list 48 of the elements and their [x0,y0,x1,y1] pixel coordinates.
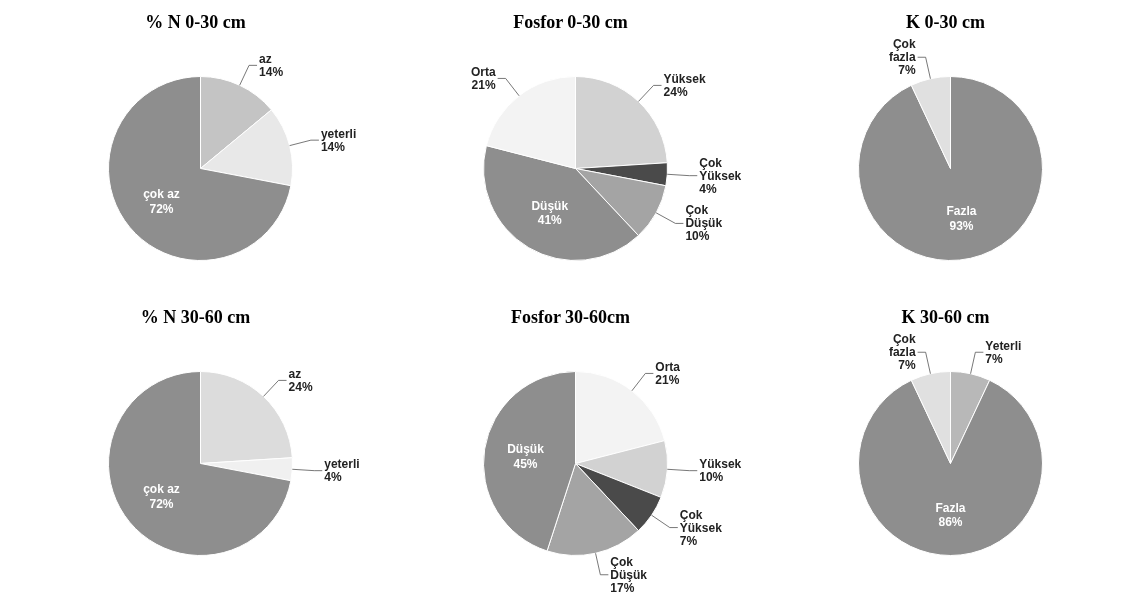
slice-label: Çok Yüksek [699,155,742,183]
chart-title: % N 0-30 cm [144,12,247,33]
slice-label: çok az [143,482,180,497]
pie-slice [858,76,1043,261]
data-label: 10% [685,229,710,244]
data-label: 86% [938,515,963,530]
slice-label: Çok Düşük [610,554,648,582]
data-label: 14% [259,64,284,79]
slice-label: Yeterli [985,338,1022,353]
slice-label: Çok Yüksek [679,507,723,535]
slice-label: Çok fazla [888,37,916,65]
slice-label: Düşük [531,198,569,213]
data-label: 4% [324,470,342,485]
slice-label: Çok Düşük [685,203,723,231]
data-label: 4% [699,181,717,196]
data-label: 45% [513,456,538,471]
slice-label: Orta [655,359,681,374]
data-label: 93% [949,218,974,233]
data-label: 7% [898,358,916,373]
data-label: 72% [149,496,174,511]
chart-title: K 30-60 cm [900,307,991,328]
slice-label: yeterli [324,457,360,472]
data-label: 72% [149,201,174,216]
data-label: 7% [679,533,698,548]
slice-label: Orta [470,64,496,79]
pie-slice [108,76,292,261]
slice-label: az [288,366,302,381]
chart-title: % N 30-60 cm [139,307,252,328]
slice-label: Yüksek [663,71,706,86]
slice-label: Yüksek [699,457,742,472]
data-label: 24% [663,84,688,99]
slice-label: Fazla [946,204,977,219]
chart-title: Fosfor 30-60cm [509,307,632,328]
data-label: 21% [471,77,496,92]
slice-label: Fazla [935,500,966,515]
slice-label: çok az [143,187,180,202]
data-label: 41% [537,213,563,228]
data-label: 10% [699,470,724,485]
slice-label: Çok fazla [888,332,916,360]
chart-title: K 0-30 cm [905,12,986,33]
slice-label: Düşük [507,442,545,457]
data-label: 24% [288,379,313,394]
data-label: 7% [898,63,916,78]
data-label: 21% [655,372,680,387]
slice-label: az [259,51,272,66]
chart-title: Fosfor 0-30 cm [512,12,629,33]
slice-label: yeterli [320,126,357,141]
data-label: 7% [985,351,1004,366]
